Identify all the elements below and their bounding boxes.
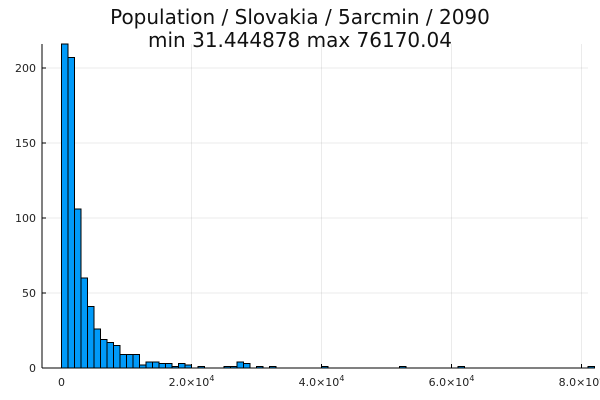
x-tick-label: 8.0×104 — [559, 374, 600, 389]
chart-title-line-2: min 31.444878 max 76170.04 — [148, 28, 452, 52]
x-tick-label-base: 4.0×10 — [299, 376, 340, 389]
x-tick-label-base: 6.0×10 — [429, 376, 470, 389]
y-tick-label: 150 — [15, 137, 36, 150]
histogram-bar — [106, 342, 114, 369]
x-tick-label: 4.0×104 — [299, 374, 345, 389]
x-tick-label: 0 — [58, 376, 65, 389]
histogram-bar — [152, 361, 160, 369]
x-tick-label-base: 8.0×10 — [559, 376, 600, 389]
y-tick-label: 50 — [22, 287, 36, 300]
histogram-bar — [145, 361, 153, 369]
histogram-bar — [132, 354, 140, 369]
x-tick-label-exponent: 4 — [339, 374, 344, 383]
histogram-bar — [61, 43, 69, 369]
histogram-bar — [100, 339, 108, 369]
x-tick-label-exponent: 4 — [209, 374, 214, 383]
chart-title-line-1: Population / Slovakia / 5arcmin / 2090 — [110, 5, 490, 29]
y-tick-label: 200 — [15, 62, 36, 75]
histogram-bar — [67, 57, 75, 369]
histogram-bar — [126, 354, 134, 369]
histogram-bar — [243, 363, 251, 369]
axes — [41, 44, 588, 369]
histogram-bar — [74, 208, 82, 369]
histogram-bar — [80, 277, 88, 369]
histogram-bar — [113, 345, 121, 369]
histogram-bar — [236, 361, 244, 369]
histogram-bar — [165, 363, 173, 369]
y-tick-label: 0 — [29, 362, 36, 375]
bars — [61, 43, 595, 369]
histogram-bar — [158, 363, 166, 369]
x-tick-label-base: 0 — [58, 376, 65, 389]
grid — [42, 44, 588, 369]
histogram-bar — [178, 363, 186, 369]
histogram-bar — [87, 306, 95, 369]
histogram-bar — [93, 328, 101, 369]
x-tick-label: 6.0×104 — [429, 374, 475, 389]
x-tick-label-base: 2.0×10 — [169, 376, 210, 389]
histogram-bar — [587, 366, 595, 369]
x-tick-label-exponent: 4 — [469, 374, 474, 383]
x-tick-label: 2.0×104 — [169, 374, 215, 389]
histogram-bar — [119, 354, 127, 369]
y-tick-label: 100 — [15, 212, 36, 225]
y-ticks: 0 50 100 150 200 — [15, 62, 46, 375]
